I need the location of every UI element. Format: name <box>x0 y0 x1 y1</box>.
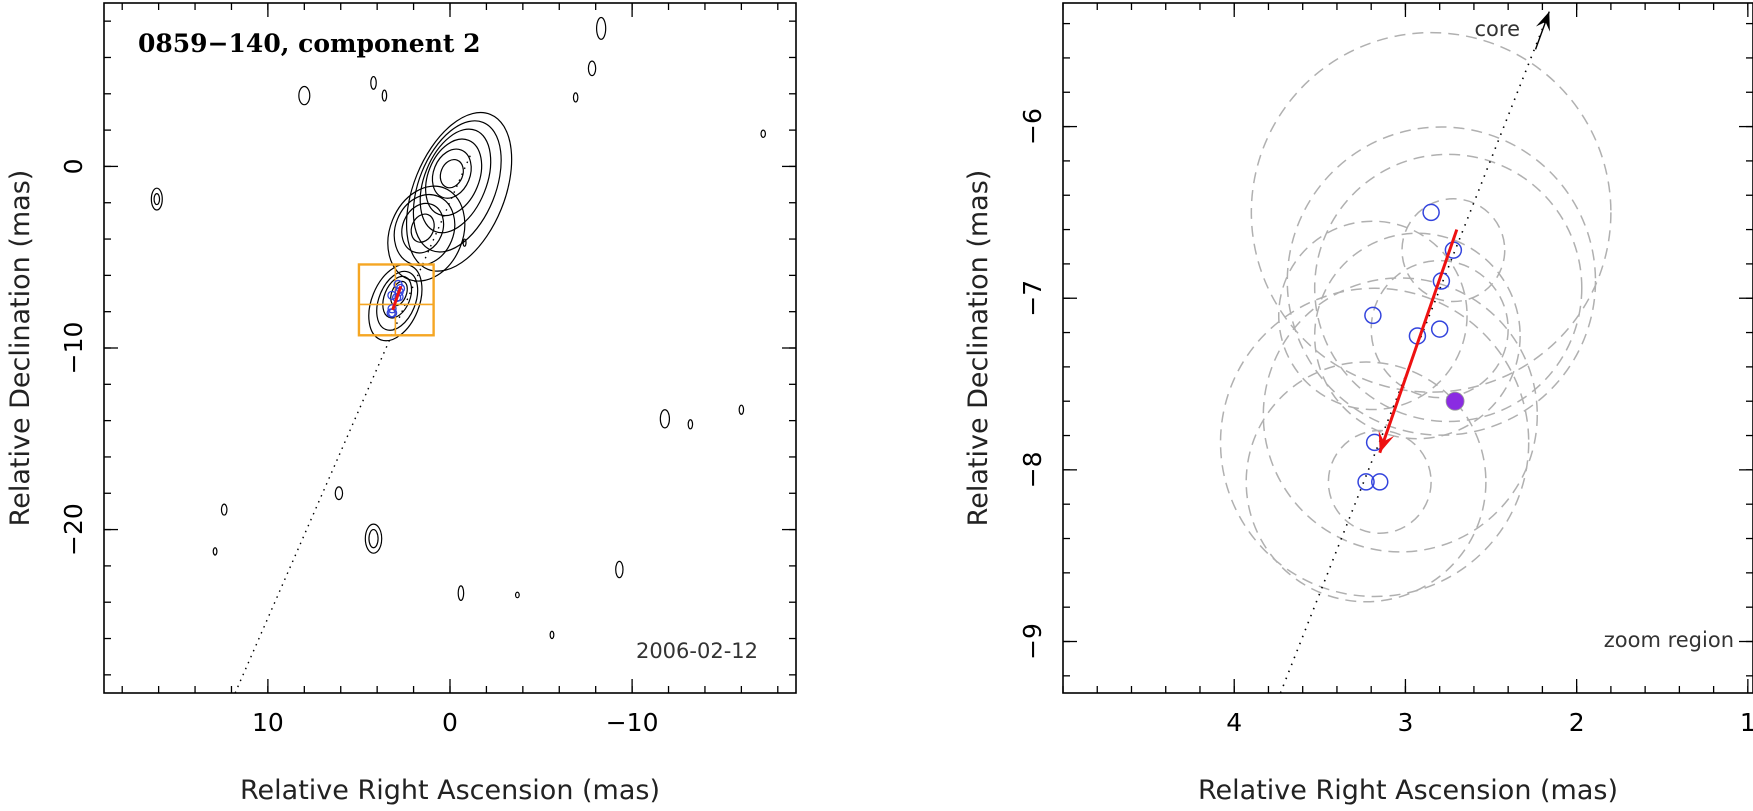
y-tick-label: −10 <box>59 322 88 375</box>
uncertainty-circle <box>1245 361 1487 603</box>
noise-contour <box>212 547 218 556</box>
uncertainty-circle <box>1262 277 1539 553</box>
contour-level <box>439 159 464 189</box>
contour-level <box>412 120 502 253</box>
noise-contour <box>153 193 161 206</box>
y-tick-label: −6 <box>1018 108 1047 145</box>
core-arrow <box>1534 11 1550 50</box>
y-tick-label: −9 <box>1018 623 1047 660</box>
left-plot-area <box>150 16 767 693</box>
uncertainty-circle <box>1219 287 1530 598</box>
y-tick-label: 0 <box>59 158 88 174</box>
uncertainty-circle <box>1401 198 1506 303</box>
motion-vector-shaft <box>1378 229 1459 454</box>
noise-contour <box>334 486 344 501</box>
x-tick-label: 1 <box>1740 708 1753 737</box>
component-point <box>1357 473 1375 491</box>
contour-level <box>401 202 445 254</box>
component-point <box>387 290 397 300</box>
left-ylabel: Relative Declination (mas) <box>5 170 36 527</box>
component-point <box>1422 203 1440 222</box>
uncertainty-circle <box>1313 153 1583 423</box>
left-axes-frame <box>103 2 797 694</box>
contour-level <box>431 148 472 199</box>
left-date-annotation: 2006-02-12 <box>636 639 758 663</box>
noise-contour <box>381 89 388 102</box>
motion-vector <box>1378 229 1459 454</box>
zoom-region-annotation: zoom region <box>1604 628 1734 652</box>
y-tick-label: −7 <box>1018 280 1047 317</box>
uncertainty-circle <box>1277 220 1468 411</box>
motion-vector-head <box>1378 430 1395 453</box>
component-point <box>387 304 397 314</box>
noise-contour <box>549 630 555 640</box>
component-point <box>1364 306 1382 325</box>
right-tick-labels: 4 3 2 1 −6 −7 −8 −9 <box>1018 108 1753 737</box>
core-arrow-head <box>1535 11 1550 32</box>
x-tick-label: 10 <box>252 708 284 737</box>
contour-level <box>410 213 435 243</box>
core-annotation: core <box>1475 17 1521 41</box>
uncertainty-circles <box>1219 31 1612 603</box>
left-panel: 10 0 −10 0 −10 −20 0859−140, component 2 2006… <box>5 2 797 806</box>
right-panel: 4 3 2 1 −6 −7 −8 −9 core zoom region Relative R… <box>963 2 1753 806</box>
noise-contour <box>595 16 607 40</box>
right-axes-frame <box>1062 2 1753 694</box>
noise-contour <box>462 238 467 247</box>
noise-contour <box>760 129 767 138</box>
noise-contour <box>364 523 383 554</box>
y-tick-label: −20 <box>59 503 88 556</box>
zoom-box <box>357 263 435 337</box>
contour-level <box>419 128 492 234</box>
noise-contour <box>572 92 579 103</box>
x-tick-label: −10 <box>606 708 659 737</box>
uncertainty-circle <box>1286 126 1597 436</box>
right-ylabel: Relative Declination (mas) <box>963 170 994 527</box>
left-tick-labels: 10 0 −10 0 −10 −20 <box>59 158 658 737</box>
noise-contour <box>368 528 379 549</box>
component-point <box>1430 320 1449 338</box>
noise-contour <box>370 75 377 90</box>
right-xlabel: Relative Right Ascension (mas) <box>1198 775 1618 806</box>
right-ticks <box>1062 3 1753 693</box>
trajectory-line <box>234 151 473 693</box>
uncertainty-circle <box>1370 259 1509 399</box>
contour-level <box>376 270 419 331</box>
noise-contour <box>615 560 624 579</box>
noise-contour <box>659 409 671 429</box>
left-title: 0859−140, component 2 <box>138 29 481 58</box>
x-tick-label: 0 <box>442 708 458 737</box>
uncertainty-circle <box>1250 31 1612 393</box>
left-ticks <box>104 3 796 693</box>
noise-contour <box>514 591 520 599</box>
noise-contour <box>587 60 597 77</box>
uncertainty-circle <box>1313 232 1521 440</box>
left-xlabel: Relative Right Ascension (mas) <box>240 775 660 806</box>
contour-level <box>425 138 483 217</box>
noise-contour <box>687 419 694 430</box>
x-tick-label: 3 <box>1397 708 1413 737</box>
component-points <box>1357 203 1463 491</box>
noise-contour <box>150 187 163 211</box>
noise-contour <box>220 503 228 516</box>
right-plot-area <box>1219 11 1612 693</box>
isolated-contours <box>150 16 767 640</box>
noise-contour <box>457 585 465 601</box>
noise-contour <box>298 85 311 106</box>
contour-level <box>382 275 413 319</box>
motion-vector <box>391 285 403 311</box>
y-tick-label: −8 <box>1018 451 1047 488</box>
contour-level <box>405 111 513 272</box>
x-tick-label: 2 <box>1569 708 1585 737</box>
component-point <box>1370 473 1389 491</box>
mean-position-marker <box>1445 391 1465 411</box>
uncertainty-circle <box>1327 429 1432 534</box>
noise-contour <box>738 404 745 415</box>
x-tick-label: 4 <box>1226 708 1242 737</box>
jet-contours <box>368 111 513 342</box>
